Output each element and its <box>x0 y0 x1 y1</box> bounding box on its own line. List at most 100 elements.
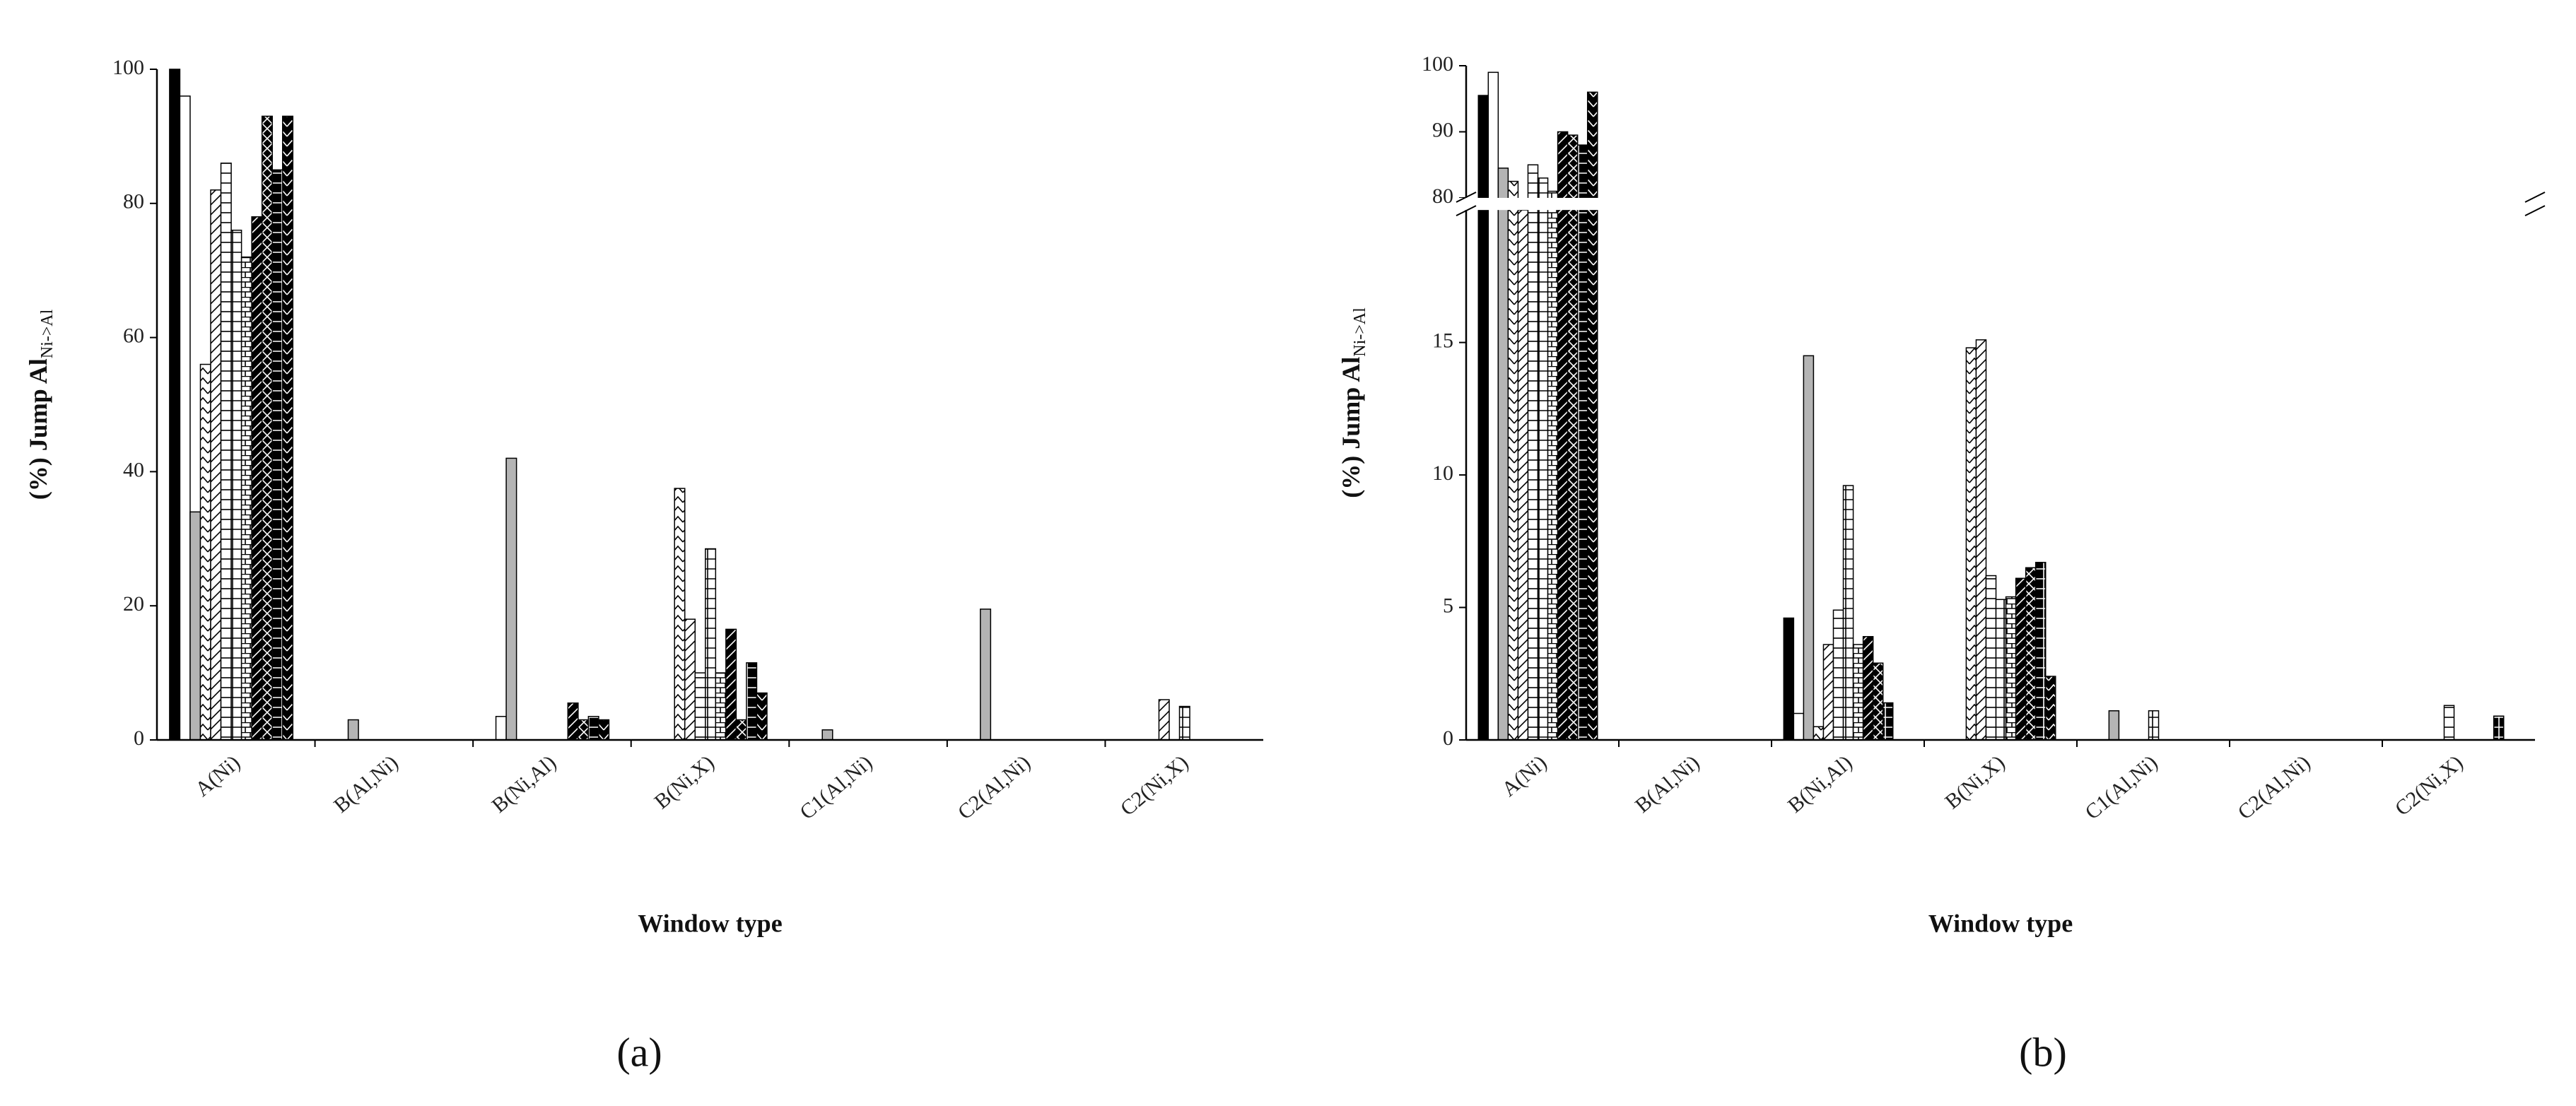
x-tick-label: B(Ni,Al) <box>1784 751 1857 817</box>
bar <box>980 608 992 741</box>
x-tick-label: B(Ni,X) <box>1940 751 2009 813</box>
bar <box>2025 567 2037 741</box>
bar <box>1882 702 1894 741</box>
bar <box>684 618 696 741</box>
break-mark <box>1456 192 1477 203</box>
y-axis-label-sub: Ni->Al <box>38 309 57 358</box>
bar <box>271 169 283 741</box>
y-tick-label: 15 <box>1432 329 1453 353</box>
bar <box>1793 712 1805 741</box>
bar <box>598 719 610 741</box>
y-tick-label: 60 <box>123 324 144 347</box>
bar <box>210 189 222 741</box>
bar <box>1995 599 2007 741</box>
bar <box>2044 676 2056 741</box>
bar <box>1832 609 1844 741</box>
bar <box>1862 636 1874 741</box>
bar <box>567 702 579 741</box>
bar <box>2148 710 2160 741</box>
x-tick-label: A(Ni) <box>1497 751 1551 801</box>
x-axis-label: Window type <box>1928 909 2073 937</box>
bar <box>1852 644 1864 741</box>
bar <box>1547 190 1559 741</box>
break-mark <box>1456 205 1477 217</box>
bar <box>199 363 211 741</box>
bar <box>694 672 706 741</box>
bar <box>1813 726 1825 741</box>
break-mark <box>2524 205 2546 217</box>
x-tick-label: B(Al,Ni) <box>1631 751 1704 817</box>
bar <box>1178 705 1190 741</box>
bar <box>1965 347 1977 741</box>
bar <box>1527 164 1539 741</box>
bar <box>1497 167 1509 741</box>
panel-label: (b) <box>2019 1029 2067 1075</box>
bar <box>251 216 263 741</box>
bar <box>281 115 294 741</box>
y-tick-label: 40 <box>123 458 144 481</box>
x-tick-label: C2(Al,Ni) <box>954 751 1035 824</box>
bar <box>756 692 768 741</box>
bar <box>725 628 737 741</box>
bar <box>1985 575 1997 741</box>
bar <box>1567 134 1579 741</box>
x-tick-label: B(Ni,X) <box>650 751 719 813</box>
bar <box>715 672 727 741</box>
x-tick-label: A(Ni) <box>191 751 245 801</box>
bar <box>1487 71 1499 741</box>
y-axis-label-main: (%) Jump Al <box>1337 357 1365 498</box>
bar <box>1586 91 1598 741</box>
bar <box>2108 710 2120 741</box>
y-tick-label: 0 <box>134 726 144 750</box>
y-tick-label: 100 <box>1422 52 1453 76</box>
bar <box>1975 339 1987 741</box>
y-axis-label: (%) Jump AlNi->Al <box>24 309 56 500</box>
x-tick-label: B(Ni,Al) <box>488 751 561 817</box>
bar <box>1783 617 1795 741</box>
bar <box>1537 177 1549 741</box>
bar <box>746 662 758 741</box>
bar <box>1842 485 1854 741</box>
bar <box>261 115 273 741</box>
bar <box>2443 705 2455 741</box>
y-tick-label: 90 <box>1432 118 1453 141</box>
bar <box>735 719 747 741</box>
bar <box>1576 144 1588 741</box>
bar <box>1507 180 1519 741</box>
bar <box>1822 644 1834 741</box>
bar <box>705 548 717 741</box>
bar <box>821 729 833 741</box>
x-tick-label: C2(Al,Ni) <box>2233 751 2314 824</box>
y-axis-label-sub: Ni->Al <box>1351 307 1369 357</box>
x-tick-label: B(Al,Ni) <box>329 751 403 817</box>
axis-break <box>1456 197 2545 211</box>
bar <box>169 69 181 741</box>
bar <box>179 95 191 741</box>
bar <box>1872 662 1884 741</box>
panel-label: (a) <box>616 1029 662 1075</box>
bar <box>347 719 359 741</box>
bar <box>189 511 201 741</box>
x-tick-label: C2(Ni,X) <box>1116 751 1193 820</box>
y-tick-label: 10 <box>1432 461 1453 485</box>
x-tick-label: C1(Al,Ni) <box>2080 751 2162 824</box>
y-tick-label: 100 <box>112 56 144 79</box>
x-axis-label: Window type <box>638 909 782 937</box>
bar <box>1158 699 1170 741</box>
bar <box>1477 95 1489 741</box>
y-axis-label-main: (%) Jump Al <box>24 358 52 500</box>
bar <box>578 719 590 741</box>
bar <box>505 457 517 741</box>
bar <box>2493 715 2505 741</box>
break-mark <box>2524 192 2546 203</box>
bar <box>2005 596 2017 741</box>
bar <box>1803 355 1815 741</box>
bar <box>674 488 686 741</box>
bar <box>495 716 507 741</box>
bar <box>587 716 599 741</box>
y-tick-label: 5 <box>1443 594 1453 617</box>
y-tick-label: 20 <box>123 592 144 616</box>
x-tick-label: C2(Ni,X) <box>2391 751 2468 820</box>
bar <box>240 256 252 741</box>
